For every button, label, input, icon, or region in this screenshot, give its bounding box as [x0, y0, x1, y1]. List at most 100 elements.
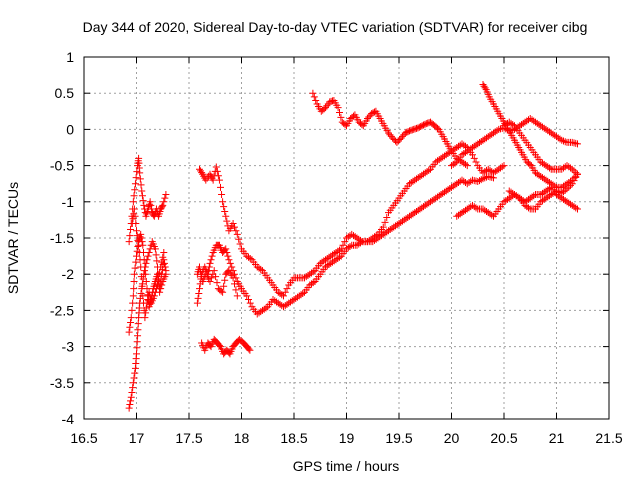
data-point — [221, 276, 229, 284]
series-arc-17a — [125, 238, 170, 412]
data-point — [341, 238, 349, 246]
data-point — [141, 314, 149, 322]
data-point — [563, 185, 571, 193]
data-point — [159, 201, 167, 209]
x-tick-label: 18.5 — [280, 430, 307, 446]
data-point — [133, 350, 140, 358]
data-point — [129, 198, 137, 206]
data-point — [572, 204, 580, 212]
data-point — [133, 232, 141, 240]
x-tick-label: 17.5 — [175, 430, 202, 446]
data-point — [514, 193, 522, 201]
x-tick-label: 21.5 — [595, 430, 622, 446]
data-point — [153, 257, 161, 265]
y-tick-labels: 1 0.5 0 -0.5 -1 -1.5 -2 -2.5 -3 -3.5 -4 — [50, 49, 74, 427]
data-point — [509, 121, 517, 129]
data-point — [162, 270, 170, 278]
data-point — [134, 326, 142, 334]
data-point — [138, 187, 146, 195]
data-point — [526, 160, 534, 168]
data-point — [565, 183, 573, 191]
data-point — [561, 186, 569, 194]
data-point — [246, 346, 254, 354]
data-point — [357, 239, 364, 247]
data-point — [128, 306, 136, 314]
data-point — [556, 188, 564, 196]
data-point — [213, 279, 221, 287]
data-point — [568, 165, 576, 173]
y-tick-label: 1 — [66, 49, 74, 65]
data-point — [574, 140, 581, 148]
data-point — [195, 290, 203, 298]
y-tick-label: 0.5 — [55, 85, 75, 101]
data-point — [138, 282, 146, 290]
axis-ticks — [83, 56, 610, 420]
data-point — [462, 160, 469, 168]
data-point — [161, 194, 169, 202]
data-point — [147, 201, 155, 209]
data-point — [472, 158, 480, 166]
data-point — [337, 113, 345, 121]
data-point — [138, 238, 146, 246]
data-point — [243, 292, 251, 300]
data-point — [214, 172, 222, 180]
y-tick-label: -1.5 — [50, 230, 74, 246]
data-point — [137, 181, 145, 189]
data-point — [498, 163, 506, 171]
data-point — [133, 338, 141, 346]
data-point — [425, 166, 433, 174]
data-point — [160, 198, 168, 206]
data-point — [142, 309, 150, 317]
data-point — [221, 207, 229, 215]
data-point — [142, 270, 150, 278]
data-point — [257, 265, 265, 273]
data-point — [574, 170, 581, 178]
data-point — [463, 162, 471, 170]
data-point — [137, 273, 145, 281]
data-point — [228, 263, 236, 271]
data-point — [434, 124, 441, 132]
data-point — [570, 177, 578, 185]
data-point — [131, 186, 139, 194]
data-point — [283, 285, 291, 293]
data-point — [223, 248, 231, 256]
data-point — [309, 268, 317, 276]
data-point — [218, 191, 226, 199]
data-point — [229, 274, 237, 282]
data-point — [479, 175, 487, 183]
data-point — [470, 154, 478, 162]
data-point — [262, 304, 270, 312]
x-tick-label: 19 — [339, 430, 355, 446]
data-point — [567, 164, 574, 172]
data-point — [133, 344, 141, 352]
data-point — [312, 96, 320, 104]
data-point — [500, 162, 508, 170]
data-point — [137, 263, 145, 271]
data-point — [196, 285, 203, 293]
data-point — [207, 256, 215, 264]
data-point — [198, 169, 206, 177]
data-point — [131, 212, 139, 220]
data-point — [209, 176, 217, 184]
data-point — [127, 314, 135, 322]
y-tick-label: -2 — [62, 266, 75, 282]
y-axis-label: SDTVAR / TECUs — [5, 182, 21, 294]
data-point — [142, 304, 150, 312]
data-point — [245, 345, 253, 353]
data-point — [472, 204, 480, 212]
data-point — [126, 323, 134, 331]
data-point — [131, 369, 139, 377]
data-point — [215, 341, 223, 349]
data-point — [142, 277, 150, 285]
y-tick-label: 0 — [66, 121, 74, 137]
series-arc-20e — [500, 118, 581, 178]
data-point — [223, 217, 231, 225]
data-point — [197, 268, 205, 276]
data-point — [207, 274, 215, 282]
series-arc-17c — [125, 154, 170, 246]
data-point — [213, 167, 221, 175]
x-tick-label: 16.5 — [70, 430, 97, 446]
x-tick-labels: 16.5 17 17.5 18 18.5 19 19.5 20 20.5 21 21.5 — [70, 430, 622, 446]
data-point — [222, 212, 230, 220]
